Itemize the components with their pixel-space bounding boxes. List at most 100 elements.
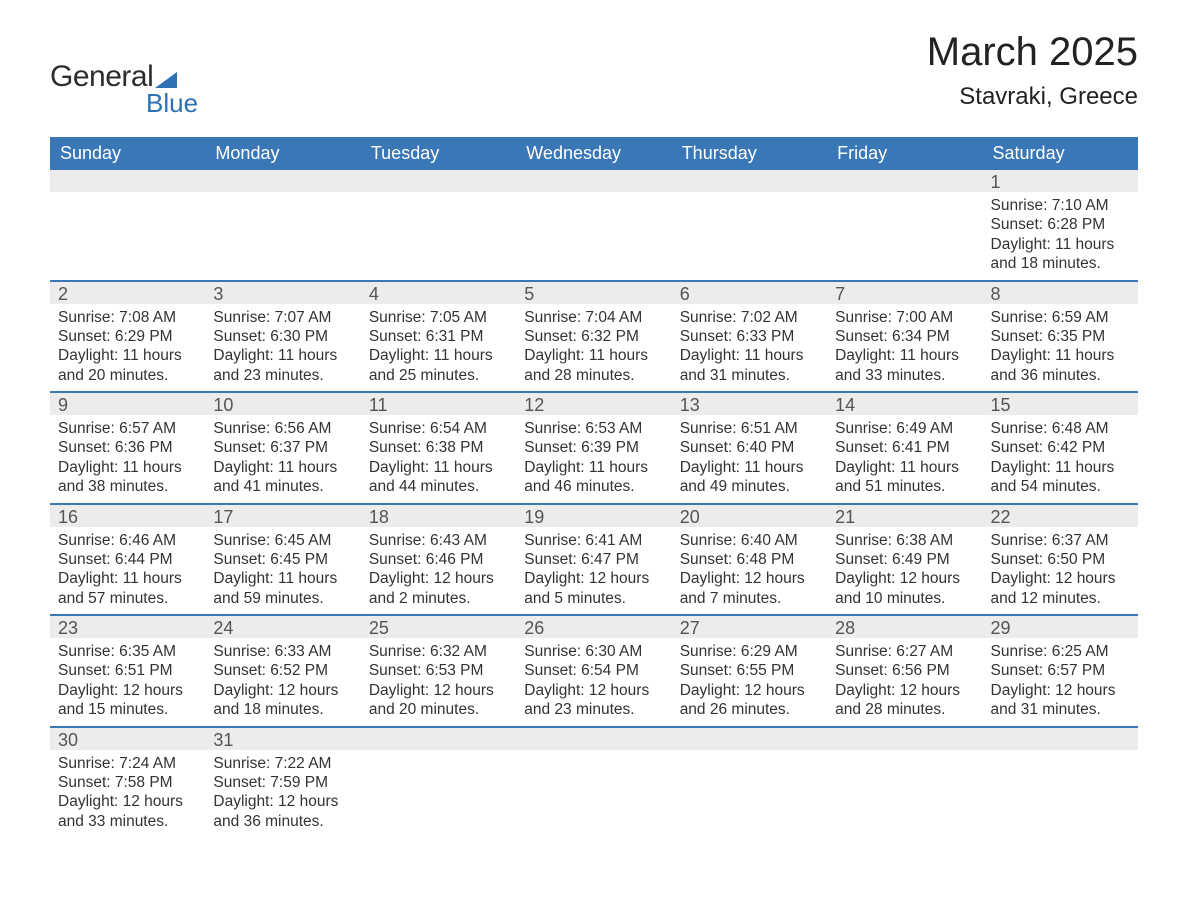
calendar-day-cell: 18Sunrise: 6:43 AMSunset: 6:46 PMDayligh… (361, 504, 516, 616)
day-number: 26 (516, 616, 671, 638)
calendar-day-cell: 15Sunrise: 6:48 AMSunset: 6:42 PMDayligh… (983, 392, 1138, 504)
day-number (827, 170, 982, 192)
day-number: 9 (50, 393, 205, 415)
calendar-day-cell: 17Sunrise: 6:45 AMSunset: 6:45 PMDayligh… (205, 504, 360, 616)
calendar-day-cell (827, 170, 982, 281)
sunrise-line: Sunrise: 7:10 AM (991, 196, 1132, 215)
sunset-line: Sunset: 6:36 PM (58, 438, 199, 457)
day-details: Sunrise: 6:56 AMSunset: 6:37 PMDaylight:… (205, 415, 360, 503)
day-number: 7 (827, 282, 982, 304)
daylight-line: Daylight: 12 hours and 10 minutes. (835, 569, 976, 608)
sunset-line: Sunset: 6:32 PM (524, 327, 665, 346)
day-number (205, 170, 360, 192)
day-number (516, 170, 671, 192)
sunset-line: Sunset: 7:59 PM (213, 773, 354, 792)
sunrise-line: Sunrise: 7:02 AM (680, 308, 821, 327)
daylight-line: Daylight: 12 hours and 7 minutes. (680, 569, 821, 608)
day-details: Sunrise: 7:08 AMSunset: 6:29 PMDaylight:… (50, 304, 205, 392)
day-number (50, 170, 205, 192)
day-details: Sunrise: 6:35 AMSunset: 6:51 PMDaylight:… (50, 638, 205, 726)
sunrise-line: Sunrise: 6:41 AM (524, 531, 665, 550)
calendar-day-cell: 19Sunrise: 6:41 AMSunset: 6:47 PMDayligh… (516, 504, 671, 616)
calendar-day-cell: 20Sunrise: 6:40 AMSunset: 6:48 PMDayligh… (672, 504, 827, 616)
sunset-line: Sunset: 6:44 PM (58, 550, 199, 569)
title-block: March 2025 Stavraki, Greece (927, 30, 1138, 111)
weekday-header: Saturday (983, 137, 1138, 170)
triangle-icon (155, 72, 177, 88)
daylight-line: Daylight: 12 hours and 12 minutes. (991, 569, 1132, 608)
day-details: Sunrise: 6:45 AMSunset: 6:45 PMDaylight:… (205, 527, 360, 615)
sunrise-line: Sunrise: 7:00 AM (835, 308, 976, 327)
sunrise-line: Sunrise: 7:08 AM (58, 308, 199, 327)
day-number: 24 (205, 616, 360, 638)
day-number (516, 728, 671, 750)
calendar-day-cell: 3Sunrise: 7:07 AMSunset: 6:30 PMDaylight… (205, 281, 360, 393)
daylight-line: Daylight: 11 hours and 31 minutes. (680, 346, 821, 385)
calendar-day-cell: 22Sunrise: 6:37 AMSunset: 6:50 PMDayligh… (983, 504, 1138, 616)
daylight-line: Daylight: 11 hours and 25 minutes. (369, 346, 510, 385)
sunrise-line: Sunrise: 6:33 AM (213, 642, 354, 661)
calendar-day-cell: 23Sunrise: 6:35 AMSunset: 6:51 PMDayligh… (50, 615, 205, 727)
day-details: Sunrise: 6:27 AMSunset: 6:56 PMDaylight:… (827, 638, 982, 726)
sunrise-line: Sunrise: 6:25 AM (991, 642, 1132, 661)
day-number: 31 (205, 728, 360, 750)
day-number (672, 170, 827, 192)
sunrise-line: Sunrise: 6:43 AM (369, 531, 510, 550)
calendar-day-cell: 11Sunrise: 6:54 AMSunset: 6:38 PMDayligh… (361, 392, 516, 504)
day-details: Sunrise: 6:48 AMSunset: 6:42 PMDaylight:… (983, 415, 1138, 503)
weekday-header: Wednesday (516, 137, 671, 170)
sunset-line: Sunset: 7:58 PM (58, 773, 199, 792)
calendar-day-cell: 27Sunrise: 6:29 AMSunset: 6:55 PMDayligh… (672, 615, 827, 727)
brand-word-2: Blue (146, 88, 198, 119)
sunrise-line: Sunrise: 6:48 AM (991, 419, 1132, 438)
daylight-line: Daylight: 11 hours and 57 minutes. (58, 569, 199, 608)
sunset-line: Sunset: 6:41 PM (835, 438, 976, 457)
calendar-day-cell: 16Sunrise: 6:46 AMSunset: 6:44 PMDayligh… (50, 504, 205, 616)
sunrise-line: Sunrise: 7:07 AM (213, 308, 354, 327)
day-details (516, 192, 671, 202)
daylight-line: Daylight: 11 hours and 33 minutes. (835, 346, 976, 385)
daylight-line: Daylight: 11 hours and 49 minutes. (680, 458, 821, 497)
day-details: Sunrise: 7:04 AMSunset: 6:32 PMDaylight:… (516, 304, 671, 392)
calendar-week-row: 1Sunrise: 7:10 AMSunset: 6:28 PMDaylight… (50, 170, 1138, 281)
sunset-line: Sunset: 6:40 PM (680, 438, 821, 457)
day-number: 23 (50, 616, 205, 638)
sunset-line: Sunset: 6:51 PM (58, 661, 199, 680)
daylight-line: Daylight: 11 hours and 20 minutes. (58, 346, 199, 385)
sunrise-line: Sunrise: 6:38 AM (835, 531, 976, 550)
day-details: Sunrise: 7:24 AMSunset: 7:58 PMDaylight:… (50, 750, 205, 838)
day-number: 12 (516, 393, 671, 415)
daylight-line: Daylight: 11 hours and 41 minutes. (213, 458, 354, 497)
day-number (983, 728, 1138, 750)
day-details: Sunrise: 6:40 AMSunset: 6:48 PMDaylight:… (672, 527, 827, 615)
calendar-day-cell (205, 170, 360, 281)
brand-logo: General Blue (50, 60, 198, 119)
daylight-line: Daylight: 11 hours and 38 minutes. (58, 458, 199, 497)
day-number: 27 (672, 616, 827, 638)
sunset-line: Sunset: 6:56 PM (835, 661, 976, 680)
day-number: 17 (205, 505, 360, 527)
day-number (672, 728, 827, 750)
day-number (361, 728, 516, 750)
sunset-line: Sunset: 6:33 PM (680, 327, 821, 346)
brand-word-1: General (50, 60, 153, 94)
daylight-line: Daylight: 12 hours and 18 minutes. (213, 681, 354, 720)
day-details: Sunrise: 6:33 AMSunset: 6:52 PMDaylight:… (205, 638, 360, 726)
sunset-line: Sunset: 6:54 PM (524, 661, 665, 680)
daylight-line: Daylight: 11 hours and 44 minutes. (369, 458, 510, 497)
day-number: 20 (672, 505, 827, 527)
day-number: 8 (983, 282, 1138, 304)
sunrise-line: Sunrise: 6:40 AM (680, 531, 821, 550)
sunrise-line: Sunrise: 6:57 AM (58, 419, 199, 438)
calendar-day-cell (827, 727, 982, 838)
daylight-line: Daylight: 11 hours and 51 minutes. (835, 458, 976, 497)
calendar-day-cell (361, 170, 516, 281)
day-details: Sunrise: 6:59 AMSunset: 6:35 PMDaylight:… (983, 304, 1138, 392)
day-number: 1 (983, 170, 1138, 192)
calendar-day-cell (672, 170, 827, 281)
daylight-line: Daylight: 12 hours and 26 minutes. (680, 681, 821, 720)
day-number (827, 728, 982, 750)
calendar-week-row: 30Sunrise: 7:24 AMSunset: 7:58 PMDayligh… (50, 727, 1138, 838)
day-number: 11 (361, 393, 516, 415)
day-number: 22 (983, 505, 1138, 527)
